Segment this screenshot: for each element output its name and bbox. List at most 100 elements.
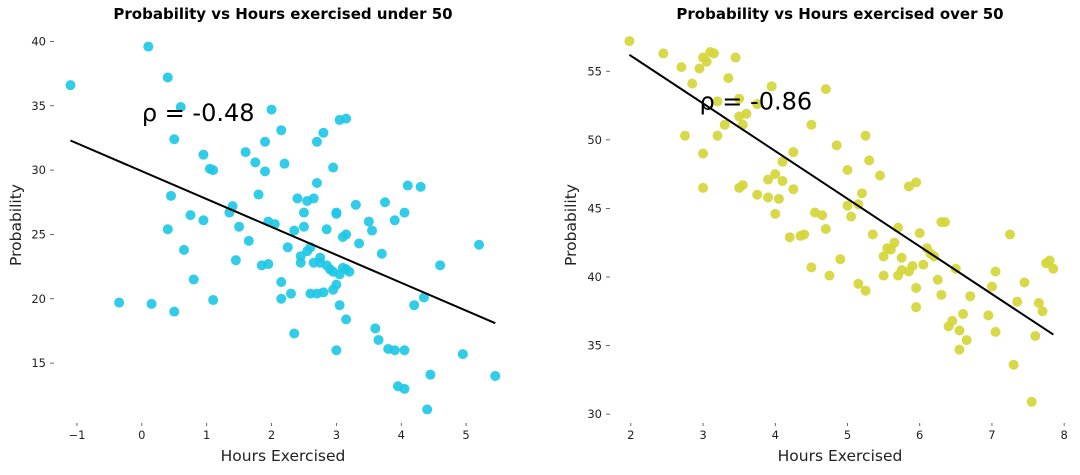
right-data-point [918, 259, 929, 270]
left-data-point [363, 216, 374, 227]
left-data-point [143, 41, 154, 52]
left-data-point [331, 208, 342, 219]
left-data-point [253, 189, 264, 200]
right-data-point [911, 302, 922, 313]
right-x-tick-label: 2 [627, 428, 634, 442]
left-data-point [243, 235, 254, 246]
right-data-point [820, 223, 831, 234]
left-data-point [380, 197, 391, 208]
right-y-tick-label: 30 [587, 407, 602, 421]
right-data-point [820, 84, 831, 95]
left-data-point [234, 221, 245, 232]
right-data-point [940, 217, 950, 228]
left-data-point [178, 244, 189, 255]
left-data-point [289, 225, 300, 236]
right-data-point [770, 208, 781, 219]
right-data-point [1026, 396, 1037, 407]
right-x-ticks: 2 3 4 5 6 7 8 [627, 423, 1068, 442]
right-data-point [1008, 359, 1019, 370]
left-data-point [166, 190, 177, 201]
left-data-point [344, 266, 355, 277]
right-data-point [817, 210, 828, 221]
left-data-point [285, 288, 296, 299]
right-data-point [712, 130, 723, 141]
left-data-point [276, 293, 287, 304]
left-regression-line [70, 139, 496, 325]
right-data-point [701, 56, 712, 67]
left-data-point [295, 251, 306, 262]
left-data-point [188, 274, 199, 285]
right-data-point [983, 310, 994, 321]
left-data-point [490, 370, 501, 381]
left-data-point [318, 287, 329, 298]
left-data-point [321, 260, 332, 271]
left-data-point [308, 193, 319, 204]
left-data-point [198, 215, 209, 226]
right-data-point [907, 261, 918, 272]
right-data-point [687, 78, 698, 89]
right-data-point [860, 130, 871, 141]
right-correlation-annotation: ρ = -0.86 [699, 88, 812, 116]
left-subplot: Probability vs Hours exercised under 50 … [7, 5, 501, 465]
left-data-point [266, 104, 277, 115]
left-x-axis-label: Hours Exercised [221, 447, 346, 465]
right-x-tick-label: 5 [844, 428, 851, 442]
right-points [624, 36, 1059, 407]
left-data-point [350, 199, 361, 210]
right-data-point [824, 270, 835, 281]
right-y-tick-label: 55 [587, 64, 602, 78]
left-data-point [389, 215, 400, 226]
left-data-point [289, 328, 300, 339]
right-data-point [806, 119, 817, 130]
right-data-point [788, 184, 799, 195]
left-correlation-annotation: ρ = -0.48 [142, 99, 255, 127]
left-y-tick-label: 25 [31, 227, 46, 241]
left-data-point [208, 165, 219, 176]
left-data-point [474, 239, 485, 250]
right-data-point [958, 309, 969, 320]
right-data-point [1012, 296, 1023, 307]
left-data-point [457, 349, 468, 360]
left-data-point [208, 295, 219, 306]
left-data-point [146, 298, 157, 309]
right-data-point [860, 285, 871, 296]
right-data-point [878, 251, 889, 262]
left-y-axis-label: Probability [7, 184, 25, 266]
left-data-point [337, 232, 348, 243]
right-y-ticks: 30 35 40 45 50 55 [587, 64, 610, 421]
right-data-point [719, 119, 730, 130]
left-x-tick-label: 3 [333, 428, 340, 442]
left-y-tick-label: 30 [31, 163, 46, 177]
right-x-tick-label: 8 [1061, 428, 1068, 442]
left-data-point [402, 180, 413, 191]
right-x-axis-label: Hours Exercised [778, 447, 903, 465]
right-data-point [1041, 258, 1052, 269]
right-data-point [763, 192, 774, 203]
left-data-point [65, 80, 76, 91]
right-data-point [961, 335, 972, 346]
right-data-point [846, 211, 857, 222]
left-data-point [425, 369, 436, 380]
right-data-point [1005, 229, 1015, 240]
right-y-tick-label: 40 [587, 270, 602, 284]
right-data-point [1033, 298, 1044, 309]
left-data-point [169, 134, 180, 145]
left-data-point [311, 177, 322, 188]
right-x-tick-label: 4 [772, 428, 779, 442]
left-data-point [315, 252, 326, 263]
left-data-point [389, 345, 400, 356]
right-data-point [795, 230, 806, 241]
left-data-point [162, 224, 173, 235]
left-data-point [321, 224, 332, 235]
right-data-point [1048, 263, 1059, 274]
right-data-point [658, 48, 669, 59]
left-data-point [162, 72, 173, 83]
right-x-tick-label: 7 [988, 428, 995, 442]
right-data-point [947, 315, 958, 326]
left-data-point [230, 255, 241, 266]
left-data-point [318, 127, 329, 138]
left-data-point [334, 300, 345, 311]
right-data-point [752, 189, 763, 200]
right-data-point [680, 130, 690, 141]
right-data-point [856, 188, 867, 199]
